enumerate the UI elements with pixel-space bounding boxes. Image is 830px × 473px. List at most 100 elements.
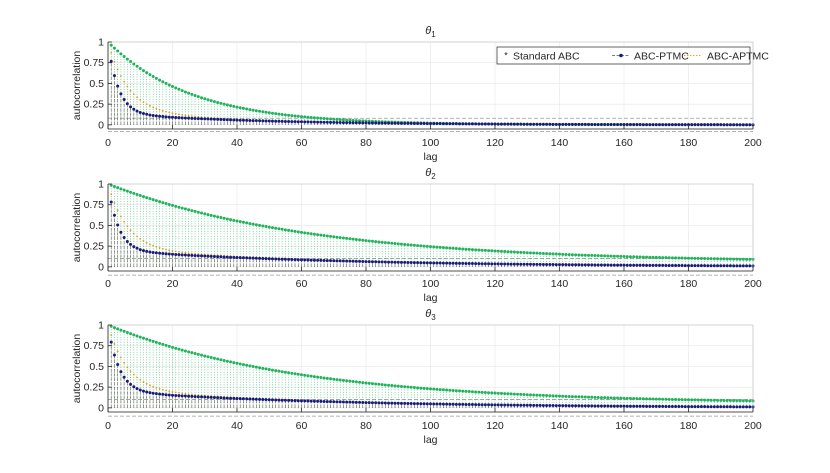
data-point bbox=[245, 363, 249, 367]
data-point bbox=[503, 392, 507, 396]
data-point bbox=[419, 386, 423, 390]
data-point bbox=[219, 101, 223, 105]
data-point bbox=[448, 122, 452, 126]
data-point bbox=[693, 398, 697, 402]
data-point bbox=[161, 80, 165, 84]
data-point bbox=[712, 123, 716, 127]
data-point bbox=[706, 264, 710, 268]
data-point bbox=[445, 261, 449, 265]
data-point bbox=[364, 239, 368, 243]
data-point bbox=[225, 255, 229, 259]
data-point bbox=[425, 122, 429, 126]
data-point bbox=[748, 399, 752, 403]
data-point bbox=[209, 213, 213, 217]
data-point bbox=[216, 255, 220, 259]
data-point bbox=[632, 123, 636, 127]
x-tick-label: 40 bbox=[231, 278, 243, 290]
data-point bbox=[267, 398, 271, 402]
data-point bbox=[193, 352, 197, 356]
data-point bbox=[241, 220, 245, 224]
data-point bbox=[719, 123, 723, 127]
data-point bbox=[183, 394, 187, 398]
y-tick-label: 0 bbox=[98, 119, 104, 131]
data-point bbox=[445, 388, 449, 392]
data-point bbox=[399, 384, 403, 388]
data-point bbox=[178, 391, 180, 394]
data-point bbox=[206, 213, 210, 217]
data-point bbox=[628, 396, 632, 400]
data-point bbox=[116, 223, 120, 227]
data-point bbox=[374, 382, 378, 386]
data-point bbox=[203, 212, 207, 216]
data-point bbox=[687, 398, 690, 402]
data-point bbox=[570, 404, 574, 408]
data-point bbox=[248, 397, 252, 401]
data-point bbox=[448, 402, 452, 406]
data-point bbox=[158, 251, 162, 255]
y-tick-label: 0.5 bbox=[89, 220, 104, 232]
data-point bbox=[425, 387, 429, 391]
data-point bbox=[587, 263, 591, 267]
data-point bbox=[296, 114, 300, 118]
data-point bbox=[383, 241, 387, 245]
data-point bbox=[335, 378, 339, 382]
data-point bbox=[300, 399, 303, 403]
data-point bbox=[364, 401, 368, 405]
data-point bbox=[574, 404, 578, 408]
data-point bbox=[358, 119, 362, 123]
data-point bbox=[390, 384, 394, 388]
data-point bbox=[390, 401, 394, 405]
data-point bbox=[561, 263, 565, 267]
data-point bbox=[141, 111, 145, 115]
data-point bbox=[561, 394, 565, 398]
data-point bbox=[164, 343, 168, 347]
data-point bbox=[367, 260, 371, 264]
data-point bbox=[664, 263, 668, 267]
data-point bbox=[638, 263, 642, 267]
data-point bbox=[632, 404, 636, 408]
data-point bbox=[732, 399, 736, 403]
data-point bbox=[738, 405, 742, 409]
data-point bbox=[329, 120, 333, 124]
data-point bbox=[551, 122, 555, 126]
data-point bbox=[319, 116, 323, 120]
data-point bbox=[200, 211, 204, 215]
data-point bbox=[612, 404, 616, 408]
data-point bbox=[696, 398, 700, 402]
data-point bbox=[612, 254, 616, 258]
data-point bbox=[212, 356, 216, 360]
data-point bbox=[709, 405, 713, 409]
data-point bbox=[165, 248, 167, 251]
data-point bbox=[316, 233, 320, 237]
data-point bbox=[461, 261, 465, 265]
data-point bbox=[322, 234, 326, 238]
data-point bbox=[499, 403, 503, 407]
data-point bbox=[699, 264, 703, 268]
data-point bbox=[154, 251, 158, 255]
data-point bbox=[171, 84, 174, 88]
data-point bbox=[164, 202, 168, 206]
data-point bbox=[180, 253, 184, 257]
data-point bbox=[184, 392, 187, 395]
data-point bbox=[625, 396, 629, 400]
data-point bbox=[690, 264, 694, 268]
data-point bbox=[606, 122, 610, 126]
data-point bbox=[470, 403, 474, 407]
data-point bbox=[187, 393, 190, 396]
data-point bbox=[590, 263, 594, 267]
data-point bbox=[129, 229, 132, 232]
data-point bbox=[516, 392, 520, 396]
data-point bbox=[641, 255, 645, 259]
data-point bbox=[190, 209, 194, 213]
data-point bbox=[477, 262, 481, 266]
data-point bbox=[148, 391, 152, 395]
data-point bbox=[454, 402, 458, 406]
data-point bbox=[745, 123, 749, 127]
data-point bbox=[567, 122, 571, 126]
data-point bbox=[322, 376, 326, 380]
data-point bbox=[706, 257, 710, 261]
data-point bbox=[683, 123, 687, 127]
data-point bbox=[116, 49, 120, 53]
data-point bbox=[232, 361, 236, 365]
